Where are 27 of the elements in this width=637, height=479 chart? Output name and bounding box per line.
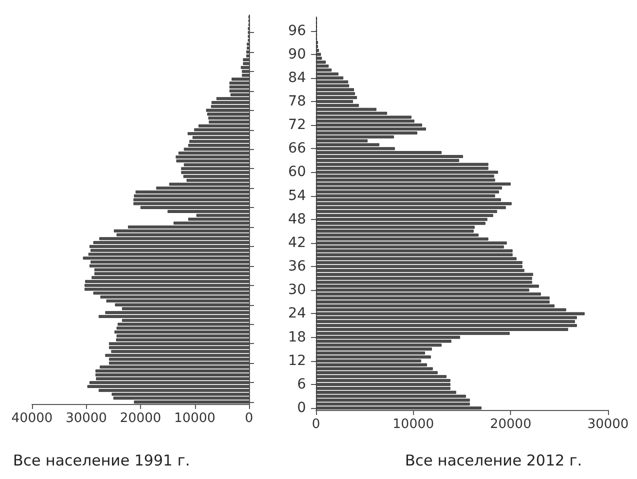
x-tick-label: 0 <box>244 411 254 426</box>
x-tick-label: 40000 <box>11 411 53 426</box>
y-tick-label: 60 <box>288 164 306 180</box>
y-tick-label: 84 <box>288 70 306 86</box>
y-tick-label: 18 <box>288 329 306 346</box>
y-tick-label: 48 <box>288 211 306 228</box>
x-tick-label: 30000 <box>66 411 107 426</box>
y-tick-label: 90 <box>288 46 306 62</box>
y-tick-label: 96 <box>288 22 306 39</box>
y-tick-label: 36 <box>288 258 306 275</box>
y-tick-label: 42 <box>288 234 306 251</box>
y-tick-label: 72 <box>288 117 306 134</box>
x-tick-label: 20000 <box>120 411 162 426</box>
y-tick-label: 24 <box>288 306 306 322</box>
text: Все население 1991 г. <box>13 452 190 470</box>
y-tick-label: 6 <box>297 376 306 392</box>
y-tick-label: 30 <box>288 282 306 298</box>
x-tick-label: 0 <box>312 417 320 432</box>
x-tick-label: 10000 <box>392 417 434 432</box>
text: Все население 2012 г. <box>405 452 582 470</box>
x-tick-label: 10000 <box>174 411 216 426</box>
y-tick-label: 12 <box>288 352 306 369</box>
x-tick-label: 30000 <box>587 417 629 432</box>
x-tick-label: 20000 <box>490 417 532 432</box>
y-tick-label: 66 <box>288 140 306 157</box>
y-tick-label: 78 <box>288 93 306 110</box>
y-tick-label: 54 <box>288 188 306 204</box>
